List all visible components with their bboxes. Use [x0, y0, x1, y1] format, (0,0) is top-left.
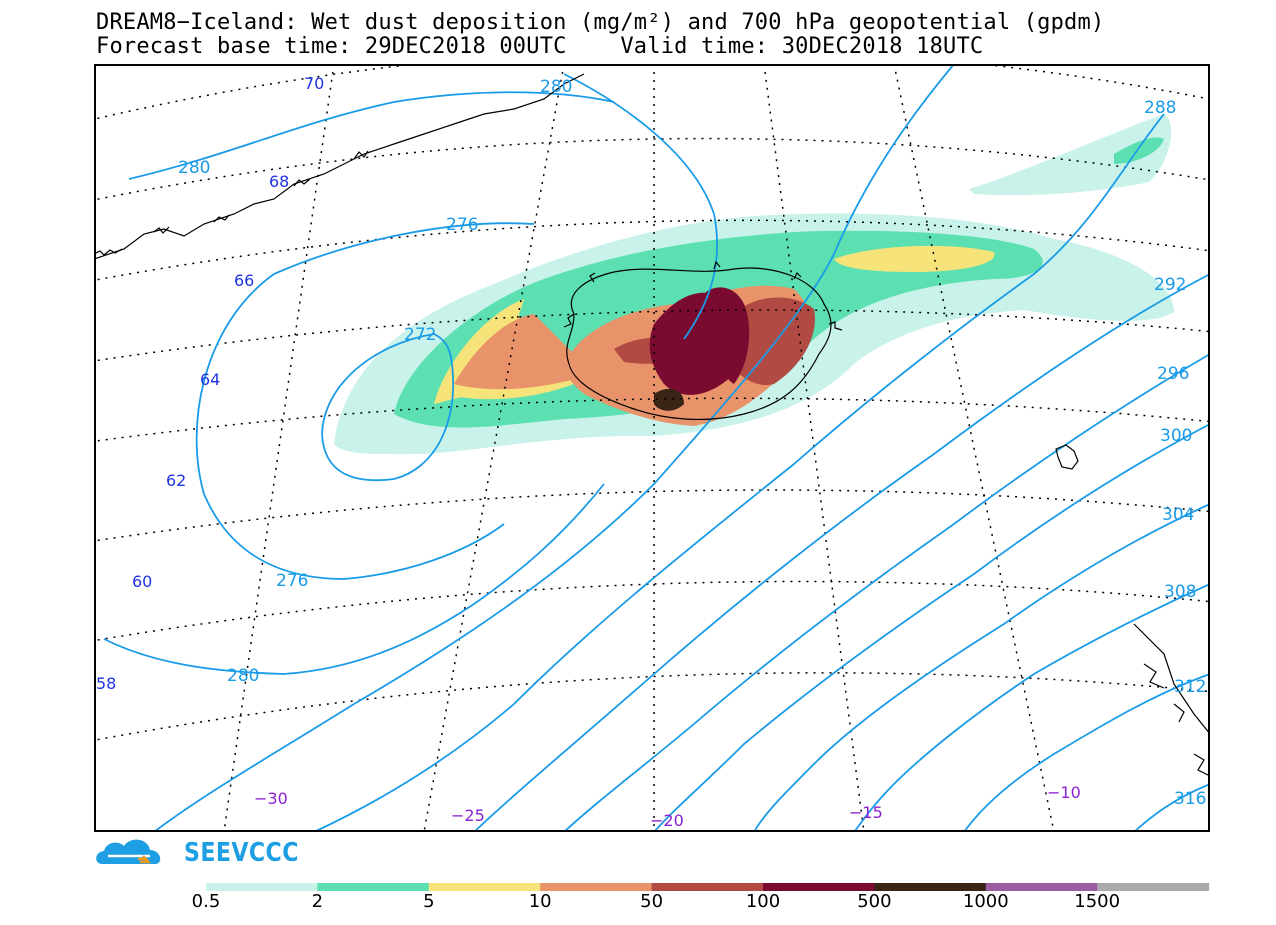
contour-label: 280	[540, 77, 572, 97]
legend-swatch	[317, 883, 430, 891]
map-title: DREAM8−Iceland: Wet dust deposition (mg/…	[96, 10, 1105, 35]
legend-swatch	[874, 883, 987, 891]
contour-label: 272	[404, 325, 436, 345]
legend-label: 1500	[1074, 891, 1121, 912]
legend-label: 500	[857, 891, 892, 912]
legend-swatch	[206, 883, 318, 891]
contour-label: 304	[1162, 505, 1194, 525]
legend-label: 10	[528, 891, 552, 912]
legend-label: 0.5	[191, 891, 221, 912]
legend-swatch	[1097, 883, 1210, 891]
lat-label-58: 58	[96, 674, 116, 693]
seevccc-logo	[96, 839, 161, 864]
contour-label: 276	[446, 215, 478, 235]
contour-label: 276	[276, 571, 308, 591]
contour-label: 308	[1164, 582, 1196, 602]
legend-swatch	[985, 883, 1098, 891]
forecast-map: 70 68 66 64 62 60 58 −30 −25 −20 −15 −10…	[94, 64, 1210, 832]
lat-label-60: 60	[132, 572, 152, 591]
cloud-icon	[96, 839, 161, 864]
contour-label: 292	[1154, 275, 1186, 295]
lat-label-62: 62	[166, 471, 186, 490]
logo-text: SEEVCCC	[184, 838, 299, 868]
longitude-labels: −30 −25 −20 −15 −10	[254, 783, 1081, 830]
contour-label: 280	[227, 666, 259, 686]
lon-label-minus15: −15	[849, 803, 883, 822]
forecast-times: Forecast base time: 29DEC2018 00UTC Vali…	[96, 34, 984, 59]
lon-label-minus30: −30	[254, 789, 288, 808]
contour-label: 316	[1174, 789, 1206, 809]
contour-labels: 280 280 276 276 272 280 288 292 296 300 …	[178, 77, 1206, 809]
contour-label: 280	[178, 158, 210, 178]
lat-label-70: 70	[304, 74, 324, 93]
lat-label-66: 66	[234, 271, 254, 290]
lon-label-minus25: −25	[451, 806, 485, 825]
legend-swatch	[428, 883, 541, 891]
latitude-labels: 70 68 66 64 62 60 58	[96, 74, 324, 693]
legend-label: 5	[423, 891, 435, 912]
contour-label: 300	[1160, 426, 1192, 446]
legend-swatch	[540, 883, 653, 891]
contour-label: 312	[1174, 677, 1206, 697]
legend-label: 50	[640, 891, 664, 912]
lat-label-64: 64	[200, 370, 220, 389]
lat-label-68: 68	[269, 172, 289, 191]
legend-swatch	[651, 883, 764, 891]
contour-label: 296	[1157, 364, 1189, 384]
legend-label: 100	[745, 891, 781, 912]
legend-swatch	[763, 883, 875, 891]
legend-label: 1000	[962, 891, 1009, 912]
legend-label: 2	[311, 891, 324, 912]
dust-deposition-shading	[334, 114, 1174, 455]
color-legend	[206, 883, 1210, 891]
lon-label-minus20: −20	[650, 811, 684, 830]
contour-label: 288	[1144, 98, 1176, 118]
graticule	[94, 64, 1210, 832]
geopotential-contours	[103, 64, 1210, 832]
coastlines	[94, 73, 1210, 777]
lon-label-minus10: −10	[1047, 783, 1081, 802]
